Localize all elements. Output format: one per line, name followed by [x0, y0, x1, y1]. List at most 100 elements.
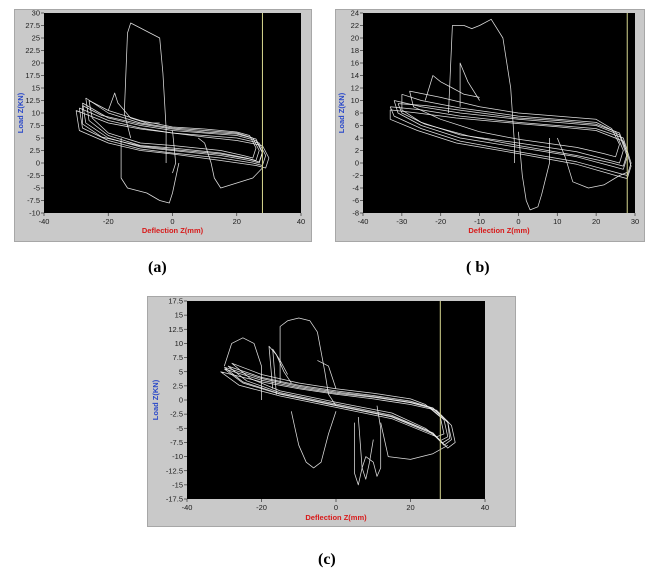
y-tick-label: 20 [32, 59, 40, 68]
y-tick-label: 17.5 [168, 297, 183, 306]
y-tick-label: 4 [355, 134, 359, 143]
y-tick-label: 18 [351, 46, 359, 55]
x-tick-label: 20 [406, 503, 414, 512]
hysteresis-curve [223, 337, 262, 400]
caption-a: (a) [148, 259, 167, 276]
x-tick-label: -40 [358, 217, 369, 226]
y-tick-label: -12.5 [166, 466, 183, 475]
caption-c: (c) [318, 551, 336, 568]
y-tick-label: 24 [351, 9, 359, 18]
y-tick-label: 20 [351, 34, 359, 43]
hysteresis-curve [389, 106, 632, 176]
y-tick-label: -10 [172, 452, 183, 461]
y-tick-label: 10 [32, 109, 40, 118]
y-tick-label: 0 [36, 159, 40, 168]
hysteresis-curve [556, 137, 628, 189]
y-tick-label: -7.5 [170, 438, 183, 447]
x-tick-label: 0 [334, 503, 338, 512]
y-tick-label: 25 [32, 34, 40, 43]
hysteresis-curve [224, 368, 452, 446]
y-axis-label: Load Z(KN) [151, 379, 160, 420]
y-tick-label: -4 [352, 184, 359, 193]
y-tick-label: 22 [351, 21, 359, 30]
x-tick-label: 20 [592, 217, 600, 226]
x-tick-label: 0 [516, 217, 520, 226]
y-tick-label: 22.5 [25, 46, 40, 55]
x-tick-label: -40 [39, 217, 50, 226]
hysteresis-curve [424, 75, 480, 101]
y-axis-label: Load Z(KN) [337, 92, 346, 133]
y-tick-label: 15 [175, 311, 183, 320]
y-tick-label: 12.5 [25, 96, 40, 105]
chart-panel-c: -17.5 -15 -12.5 -10 -7.5 -5 -2.5 0 2.5 5 7.5 10 12.5… [147, 296, 516, 527]
hysteresis-curve [231, 362, 445, 438]
hysteresis-curve [518, 131, 550, 211]
hysteresis-curve [75, 110, 270, 169]
hysteresis-curve [227, 365, 449, 442]
hysteresis-curve [317, 360, 337, 389]
x-tick-label: -20 [256, 503, 267, 512]
hysteresis-curve [279, 317, 337, 406]
x-tick-label: -20 [435, 217, 446, 226]
y-tick-label: 2 [355, 146, 359, 155]
plot-area [187, 301, 485, 499]
y-tick-label: 2.5 [30, 146, 40, 155]
y-tick-label: 7.5 [173, 353, 183, 362]
y-tick-label: 0 [355, 159, 359, 168]
x-tick-label: -10 [474, 217, 485, 226]
hysteresis-curve [354, 405, 382, 486]
y-tick-label: 10 [175, 339, 183, 348]
y-tick-label: 0 [179, 396, 183, 405]
x-tick-label: -20 [103, 217, 114, 226]
x-axis-label: Deflection Z(mm) [305, 513, 367, 522]
y-tick-label: 14 [351, 71, 359, 80]
y-tick-label: 6 [355, 121, 359, 130]
y-tick-label: 15 [32, 84, 40, 93]
chart-panel-b: -8 -6 -4 -2 0 2 4 6 8 10 12 14 16 18 20 22 24 -40 -30 -20 -1… [335, 9, 645, 242]
hysteresis-curve [272, 348, 288, 395]
y-tick-label: 5 [36, 134, 40, 143]
y-tick-label: 27.5 [25, 21, 40, 30]
hysteresis-curve [172, 130, 177, 174]
hysteresis-curve [380, 422, 448, 460]
caption-b: ( b) [466, 259, 490, 276]
y-tick-label: -2 [352, 171, 359, 180]
hysteresis-curve [389, 109, 632, 179]
hysteresis-curve [409, 90, 620, 158]
y-axis-label: Load Z(KN) [16, 92, 25, 133]
y-tick-label: 8 [355, 109, 359, 118]
y-tick-label: 17.5 [25, 71, 40, 80]
hysteresis-curve [120, 138, 180, 204]
hysteresis-curve [107, 92, 160, 124]
y-tick-label: -5 [33, 184, 40, 193]
chart-a: -10 -7.5 -5 -2.5 0 2.5 5 7.5 10 12.5 15 17.5 20 22.5 2… [16, 9, 305, 235]
hysteresis-curve [459, 62, 480, 107]
chart-c: -17.5 -15 -12.5 -10 -7.5 -5 -2.5 0 2.5 5 7.5 10 12.5… [151, 297, 489, 522]
hysteresis-curve [220, 371, 456, 449]
chart-panel-a: -10 -7.5 -5 -2.5 0 2.5 5 7.5 10 12.5 15 17.5 20 22.5 2… [14, 9, 312, 242]
y-tick-label: -7.5 [27, 196, 40, 205]
x-tick-label: 0 [170, 217, 174, 226]
y-tick-label: 16 [351, 59, 359, 68]
y-tick-label: -5 [176, 424, 183, 433]
hysteresis-curve [85, 97, 260, 161]
hysteresis-curve [393, 100, 628, 170]
y-tick-label: 2.5 [173, 381, 183, 390]
hysteresis-curve [224, 366, 450, 444]
y-tick-label: -6 [352, 196, 359, 205]
plot-area [44, 13, 301, 213]
y-tick-label: -10 [29, 209, 40, 218]
y-tick-label: 30 [32, 9, 40, 18]
hysteresis-curve [448, 18, 515, 163]
x-tick-label: 40 [481, 503, 489, 512]
hysteresis-curve [290, 411, 337, 469]
y-tick-label: 10 [351, 96, 359, 105]
hysteresis-curve [197, 137, 263, 189]
y-tick-label: -2.5 [170, 410, 183, 419]
x-tick-label: 30 [631, 217, 639, 226]
hysteresis-curve [357, 416, 374, 480]
y-tick-label: -17.5 [166, 495, 183, 504]
x-axis-label: Deflection Z(mm) [468, 226, 530, 235]
y-tick-label: 12 [351, 84, 359, 93]
x-tick-label: 10 [553, 217, 561, 226]
